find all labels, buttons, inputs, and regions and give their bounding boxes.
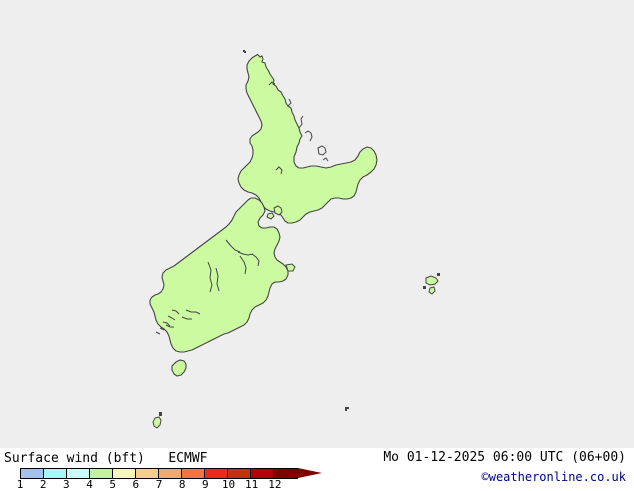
- landmass-auckland-islands: [152, 412, 162, 429]
- colorbar-swatch-3[interactable]: [67, 469, 90, 478]
- colorbar-tick-12: 12: [268, 478, 282, 491]
- legend-colorbar-group[interactable]: 1 2 3 4 5 6 7 8 9 10 11 12: [16, 468, 322, 491]
- ocean-background: [0, 0, 634, 448]
- colorbar-swatch-2[interactable]: [44, 469, 67, 478]
- landmass-banks-peninsula: [285, 263, 296, 272]
- colorbar-tick-10: 10: [221, 478, 236, 491]
- colorbar-overflow-arrow-icon: [298, 468, 322, 478]
- landmass-chatham-islands: [423, 273, 440, 295]
- map-canvas[interactable]: [0, 0, 634, 448]
- legend-title: Surface wind (bft) ECMWF: [4, 451, 208, 466]
- north-island-inland-detail: [268, 81, 329, 175]
- colorbar-tick-1: 1: [16, 478, 24, 491]
- map-graphic: [0, 0, 634, 448]
- colorbar-swatch-6[interactable]: [136, 469, 159, 478]
- landmass-bounty-islands: [345, 407, 349, 411]
- colorbar-tick-6: 6: [132, 478, 140, 491]
- colorbar[interactable]: [20, 468, 298, 479]
- landmass-three-kings-islands: [243, 50, 246, 53]
- legend-footer: Surface wind (bft) ECMWF 1 2 3 4 5 6 7 8 9 10 11 12…: [0, 448, 634, 491]
- colorbar-swatch-8[interactable]: [182, 469, 205, 478]
- colorbar-tick-4: 4: [86, 478, 93, 491]
- colorbar-swatch-4[interactable]: [90, 469, 113, 478]
- fiordland-coast-detail: [155, 309, 180, 335]
- landmass-north-island: [237, 53, 378, 224]
- colorbar-tick-9: 9: [202, 478, 209, 491]
- colorbar-tick-labels: 1 2 3 4 5 6 7 8 9 10 11 12: [16, 478, 310, 491]
- colorbar-tick-11: 11: [245, 478, 259, 491]
- colorbar-swatch-12[interactable]: [274, 469, 297, 478]
- colorbar-tick-2: 2: [39, 478, 47, 491]
- south-island-inland-detail: [165, 239, 260, 328]
- landmass-stewart-island: [171, 359, 187, 377]
- landmass-marlborough-sounds: [266, 205, 283, 220]
- colorbar-swatch-9[interactable]: [205, 469, 228, 478]
- colorbar-tick-8: 8: [178, 478, 186, 491]
- colorbar-swatch-1[interactable]: [21, 469, 44, 478]
- colorbar-tick-5: 5: [109, 478, 116, 491]
- colorbar-swatch-11[interactable]: [251, 469, 274, 478]
- colorbar-tick-7: 7: [155, 478, 163, 491]
- colorbar-swatch-5[interactable]: [113, 469, 136, 478]
- copyright-link[interactable]: ©weatheronline.co.uk: [481, 470, 627, 484]
- colorbar-swatch-7[interactable]: [159, 469, 182, 478]
- colorbar-swatch-10[interactable]: [228, 469, 251, 478]
- landmass-south-island: [149, 197, 289, 353]
- colorbar-tick-3: 3: [63, 478, 70, 491]
- forecast-timestamp: Mo 01-12-2025 06:00 UTC (06+00): [383, 450, 626, 465]
